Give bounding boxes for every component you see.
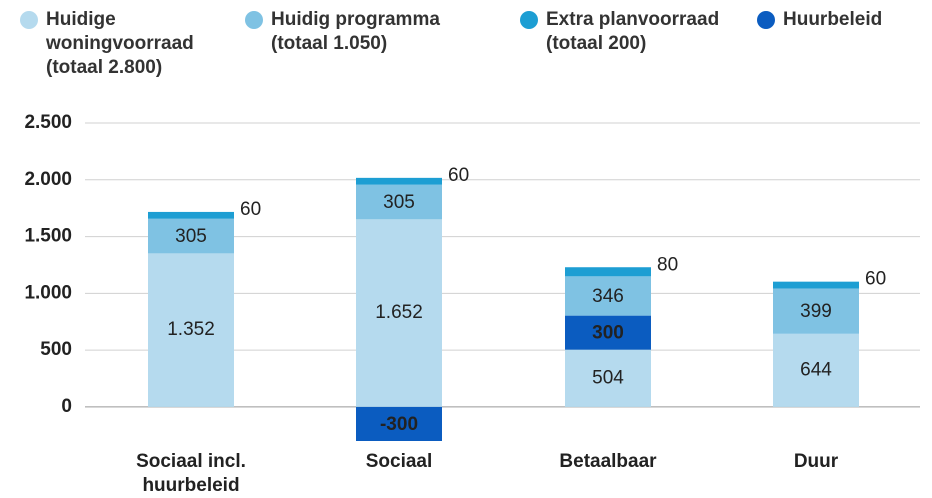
legend-swatch (20, 11, 38, 29)
value-label: 644 (800, 359, 832, 380)
value-label: 1.652 (375, 302, 423, 323)
value-label: 80 (657, 254, 678, 275)
value-label: 60 (865, 269, 886, 290)
legend-swatch (245, 11, 263, 29)
value-label: 60 (448, 165, 469, 186)
legend-item: Huurbeleid (757, 8, 927, 32)
bar-segment (148, 211, 234, 219)
y-tick-label: 1.000 (24, 282, 72, 303)
y-tick-label: 2.000 (24, 169, 72, 190)
bar-segment (356, 406, 442, 441)
bar-segment (356, 219, 442, 407)
bar-segment (773, 333, 859, 407)
legend-item: Extra planvoorraad (totaal 200) (520, 8, 740, 56)
value-label: 60 (240, 199, 261, 220)
bar-segment (356, 177, 442, 185)
bar-segment (148, 253, 234, 407)
bar-segment (773, 288, 859, 334)
value-label: -300 (380, 414, 418, 435)
y-tick-label: 0 (61, 396, 72, 417)
x-tick-label: Sociaal (365, 451, 433, 472)
bar-segment (565, 267, 651, 277)
legend-swatch (520, 11, 538, 29)
value-label: 300 (592, 323, 624, 344)
bar-segment (565, 315, 651, 350)
bar-segment (773, 281, 859, 289)
bar-segment (565, 276, 651, 316)
y-tick-label: 1.500 (24, 226, 72, 247)
legend-item: Huidige woningvoorraad (totaal 2.800) (20, 8, 200, 80)
bar-segment (148, 218, 234, 254)
legend-label: Huidige woningvoorraad (totaal 2.800) (46, 9, 194, 78)
bar-segment (356, 184, 442, 220)
legend-label: Huurbeleid (783, 9, 883, 30)
value-label: 504 (592, 367, 624, 388)
value-label: 305 (175, 226, 207, 247)
value-label: 305 (383, 192, 415, 213)
legend-label: Huidig programma (totaal 1.050) (271, 9, 440, 54)
legend-swatch (757, 11, 775, 29)
x-tick-label: Betaalbaar (559, 451, 657, 472)
legend-label: Extra planvoorraad (totaal 200) (546, 9, 720, 54)
y-tick-label: 500 (40, 339, 72, 360)
x-tick-label: Sociaal incl. huurbeleid (136, 451, 246, 496)
x-tick-label: Duur (793, 451, 839, 472)
value-label: 346 (592, 286, 624, 307)
value-label: 1.352 (167, 319, 215, 340)
y-tick-label: 2.500 (24, 112, 72, 133)
bar-segment (565, 349, 651, 407)
value-label: 399 (800, 301, 832, 322)
legend-item: Huidig programma (totaal 1.050) (245, 8, 465, 56)
